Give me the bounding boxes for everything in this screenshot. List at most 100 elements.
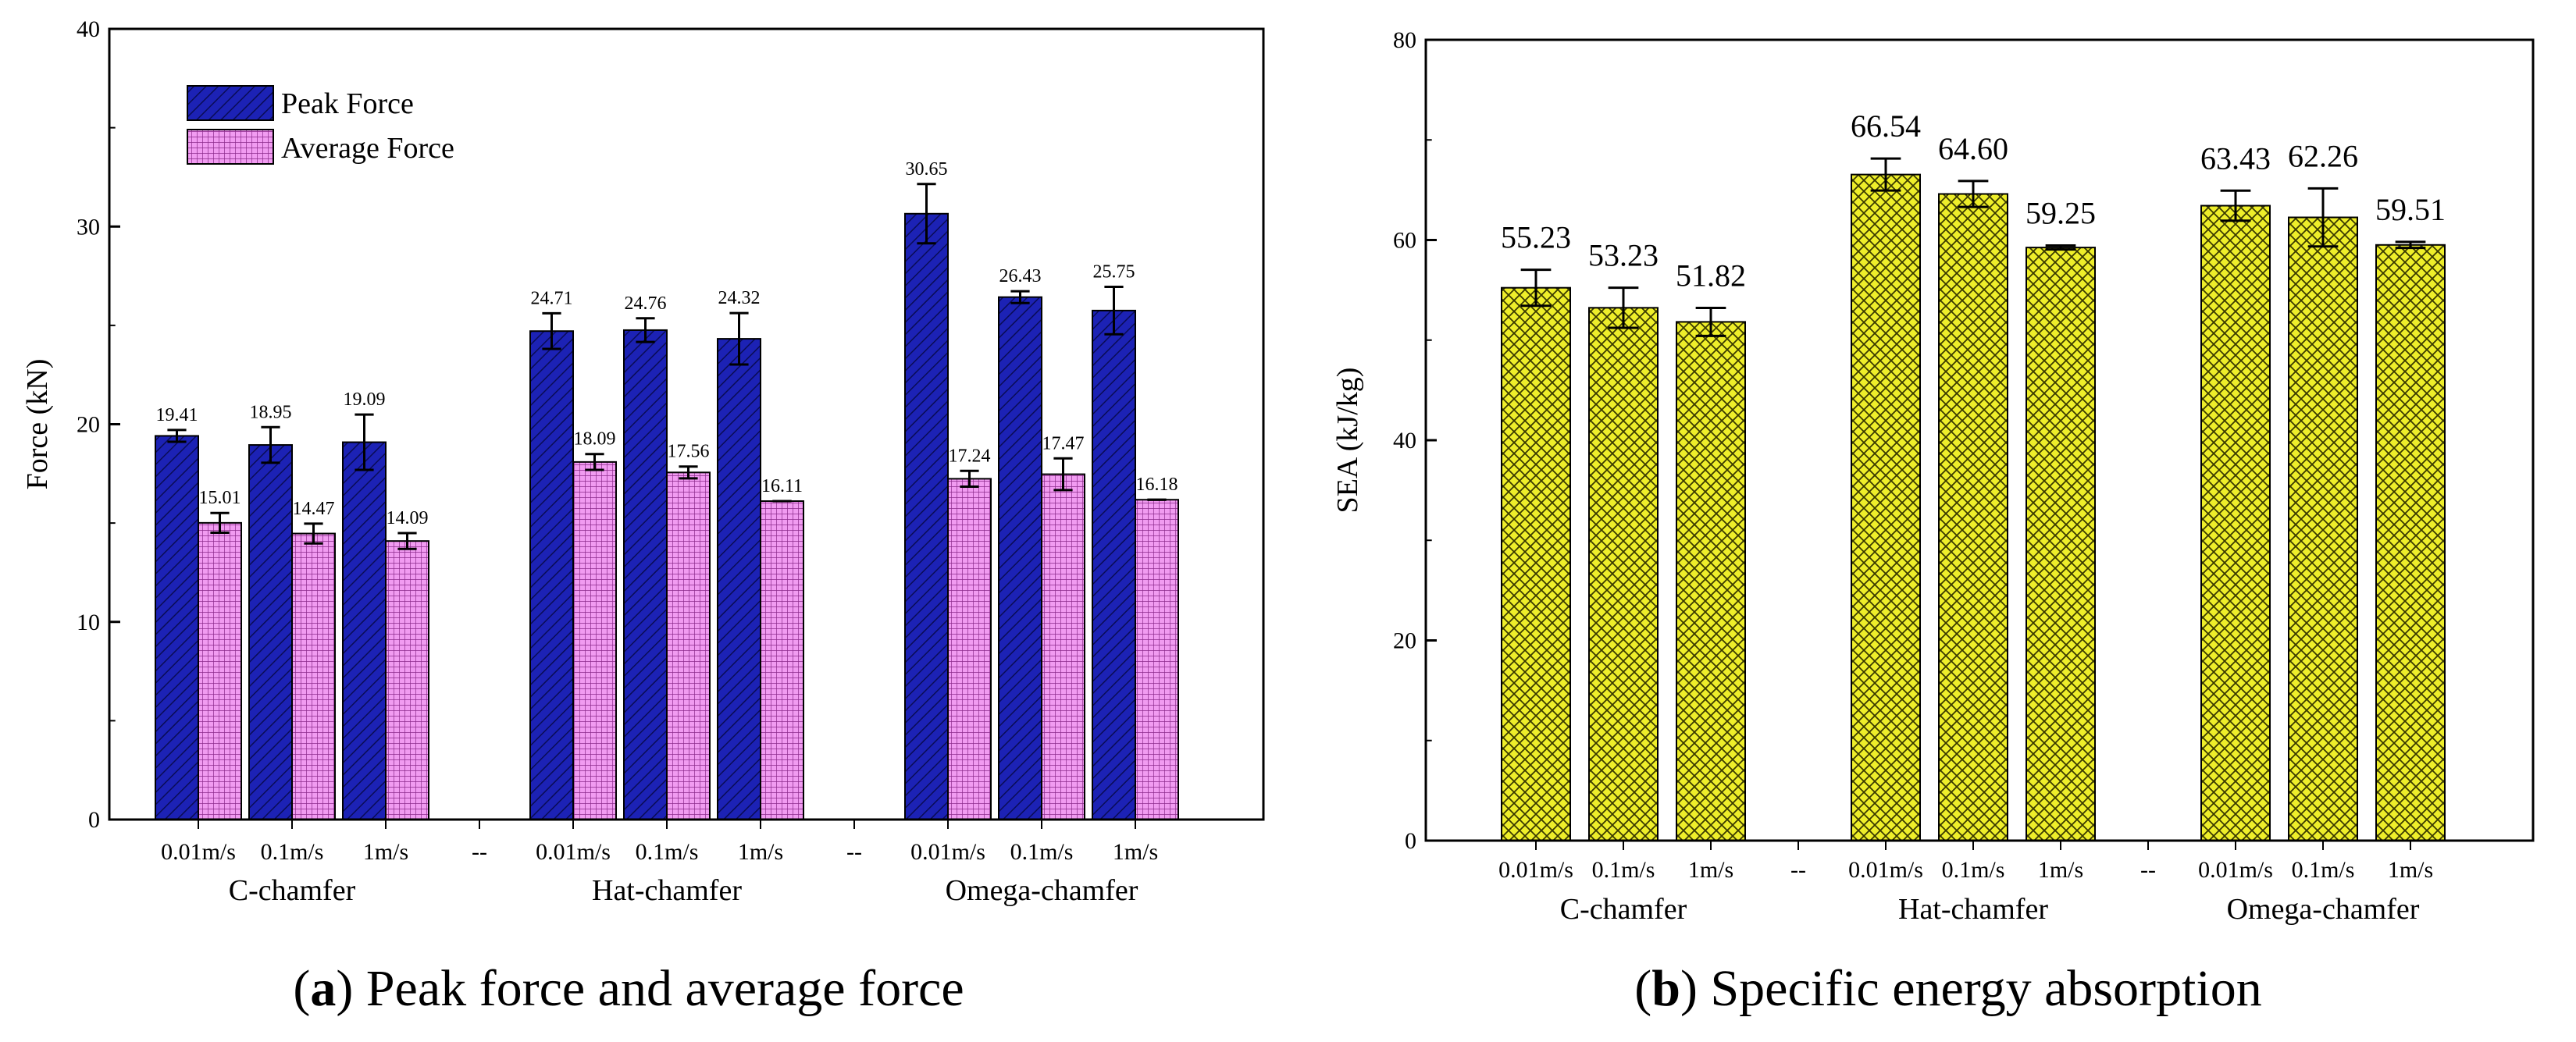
error-bar-average-force: [679, 465, 698, 480]
panel-a-caption: (a) Peak force and average force: [293, 960, 964, 1017]
x-category-label: 0.01m/s: [2198, 857, 2273, 883]
error-bar-sea: [1608, 286, 1639, 329]
data-label-peak-force: 19.09: [344, 389, 386, 410]
data-label-peak-force: 18.95: [250, 402, 292, 422]
bar-sea: [2026, 247, 2096, 841]
bar-average-force: [385, 540, 429, 821]
error-bar-peak-force: [261, 425, 280, 464]
data-label-peak-force: 24.76: [625, 293, 667, 314]
panel-b-caption-text: Specific energy absorption: [1698, 960, 2262, 1017]
error-bar-peak-force: [1104, 285, 1124, 336]
panel-a-chart: 19.41 15.01 18.95 14.47 19.09 14.09 24.71 18.09…: [21, 16, 1265, 1017]
x-category-label: 1m/s: [363, 839, 408, 865]
panel-b-chart: 55.23 53.23 51.82 66.54 64.60 59.25 63.43 62.26…: [1331, 27, 2535, 1017]
data-label-sea: 59.51: [2375, 192, 2446, 227]
bar-sea: [2288, 216, 2358, 841]
bar-average-force: [666, 471, 711, 821]
y-tick-label: 40: [77, 16, 100, 42]
bar-peak-force: [342, 441, 387, 821]
error-bar-average-force: [1053, 457, 1073, 492]
panel-a-caption-text: Peak force and average force: [353, 960, 964, 1017]
panel-b-marks: 55.23 53.23 51.82 66.54 64.60 59.25 63.43 62.26…: [1501, 108, 2446, 842]
data-label-peak-force: 24.32: [718, 288, 761, 308]
bar-sea: [1588, 307, 1659, 841]
error-bar-average-force: [397, 532, 417, 550]
x-separator-label: --: [1790, 857, 1806, 883]
panel-a-legend: Peak Force Average Force: [187, 85, 454, 165]
y-tick-label: 30: [77, 214, 100, 240]
bar-average-force: [291, 532, 336, 820]
panel-a-y-axis-label: Force (kN): [21, 359, 54, 490]
data-label-average-force: 16.18: [1136, 475, 1178, 495]
error-bar-average-force: [210, 511, 230, 535]
panel-b-caption-letter: b: [1651, 960, 1680, 1017]
x-group-label: Hat-chamfer: [592, 874, 742, 907]
x-category-label: 1m/s: [1688, 857, 1733, 883]
bar-average-force: [198, 521, 242, 820]
x-category-label: 0.01m/s: [161, 839, 236, 865]
error-bar-sea: [1520, 269, 1552, 308]
x-group-label: Hat-chamfer: [1898, 893, 2048, 926]
error-bar-sea: [1870, 157, 1901, 192]
x-category-label: 0.1m/s: [1592, 857, 1655, 883]
legend-label-peak-force: Peak Force: [281, 87, 414, 120]
x-category-label: 0.1m/s: [1010, 839, 1074, 865]
data-label-peak-force: 25.75: [1093, 261, 1135, 282]
bar-average-force: [1041, 473, 1085, 821]
x-category-label: 0.1m/s: [1942, 857, 2005, 883]
panel-a-y-axis: 0 10 20 30 40: [77, 16, 120, 833]
panel-b-x-axis: 0.01m/s 0.1m/s 1m/s -- 0.01m/s 0.1m/s 1m/s -- 0.…: [1498, 841, 2433, 926]
y-tick-label: 0: [88, 807, 100, 833]
data-label-peak-force: 30.65: [906, 159, 948, 180]
error-bar-sea: [2220, 189, 2251, 222]
x-group-label: Omega-chamfer: [946, 874, 1138, 907]
bar-sea: [1938, 193, 2008, 841]
x-separator-label: --: [472, 839, 487, 865]
error-bar-peak-force: [167, 429, 187, 443]
bar-sea: [2375, 244, 2446, 841]
y-tick-label: 10: [77, 610, 100, 635]
legend-label-average-force: Average Force: [281, 132, 454, 165]
panel-b-caption: (b) Specific energy absorption: [1634, 960, 2261, 1017]
error-bar-peak-force: [542, 311, 561, 350]
x-category-label: 1m/s: [2388, 857, 2433, 883]
y-tick-label: 20: [1393, 628, 1416, 654]
error-bar-average-force: [585, 453, 604, 471]
x-category-label: 1m/s: [738, 839, 783, 865]
error-bar-average-force: [960, 469, 979, 489]
x-category-label: 0.01m/s: [1848, 857, 1923, 883]
x-category-label: 1m/s: [2038, 857, 2083, 883]
error-bar-sea: [2395, 240, 2426, 250]
bar-peak-force: [904, 212, 949, 820]
panel-a-marks: 19.41 15.01 18.95 14.47 19.09 14.09 24.71 18.09…: [155, 159, 1179, 821]
x-group-label: C-chamfer: [229, 874, 356, 907]
data-label-average-force: 15.01: [199, 488, 241, 508]
panel-a-caption-letter: a: [310, 960, 336, 1017]
data-label-sea: 55.23: [1501, 220, 1571, 255]
y-tick-label: 20: [77, 412, 100, 438]
x-separator-label: --: [846, 839, 862, 865]
x-category-label: 0.1m/s: [2292, 857, 2355, 883]
x-category-label: 0.1m/s: [261, 839, 324, 865]
data-label-peak-force: 24.71: [531, 288, 573, 308]
bar-peak-force: [717, 338, 761, 820]
data-label-average-force: 14.09: [387, 508, 429, 528]
legend-swatch-peak-force: [187, 85, 274, 121]
panel-b-y-axis-label: SEA (kJ/kg): [1331, 368, 1364, 514]
error-bar-sea: [2307, 187, 2339, 248]
bar-peak-force: [998, 296, 1042, 820]
data-label-average-force: 17.24: [949, 446, 991, 466]
y-tick-label: 60: [1393, 228, 1416, 254]
x-group-label: Omega-chamfer: [2227, 893, 2420, 926]
x-separator-label: --: [2140, 857, 2156, 883]
data-label-average-force: 16.11: [761, 476, 803, 496]
error-bar-peak-force: [636, 317, 655, 343]
data-label-sea: 59.25: [2026, 196, 2096, 231]
data-label-average-force: 18.09: [574, 429, 616, 450]
bar-sea: [2200, 204, 2271, 841]
y-tick-label: 0: [1405, 828, 1416, 854]
panel-a-x-axis: 0.01m/s 0.1m/s 1m/s -- 0.01m/s 0.1m/s 1m/s -- 0.…: [161, 820, 1158, 907]
error-bar-sea: [1695, 306, 1726, 337]
error-bar-peak-force: [1010, 290, 1030, 304]
